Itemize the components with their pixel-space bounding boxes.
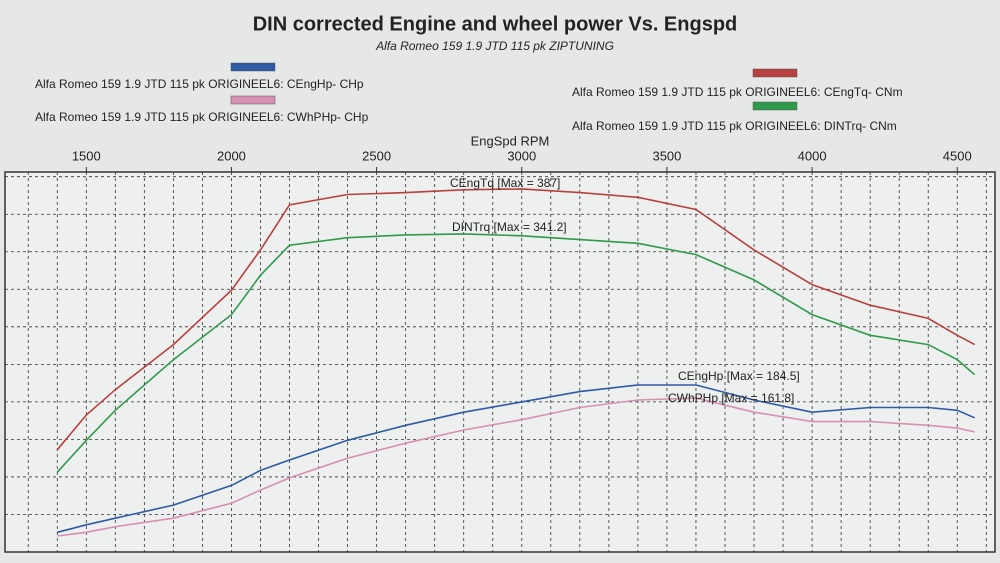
- x-tick-label: 3500: [652, 148, 681, 163]
- annotation: CWhPHp [Max = 161.8]: [668, 391, 794, 405]
- legend-label: Alfa Romeo 159 1.9 JTD 115 pk ORIGINEEL6…: [572, 85, 903, 99]
- x-axis-label: EngSpd RPM: [471, 133, 550, 148]
- legend-label: Alfa Romeo 159 1.9 JTD 115 pk ORIGINEEL6…: [35, 110, 369, 124]
- legend-swatch: [752, 101, 798, 111]
- x-tick-label: 4500: [943, 148, 972, 163]
- series-line: [56, 188, 976, 451]
- annotation: DINTrq [Max = 341.2]: [452, 220, 567, 234]
- x-tick-label: 1500: [72, 148, 101, 163]
- x-tick-label: 2000: [217, 148, 246, 163]
- legend-swatch: [230, 62, 276, 72]
- series-line: [56, 233, 976, 473]
- x-tick-label: 3000: [507, 148, 536, 163]
- legend-swatch: [752, 68, 798, 78]
- chart-subtitle: Alfa Romeo 159 1.9 JTD 115 pk ZIPTUNING: [375, 39, 614, 53]
- series-line: [57, 397, 975, 537]
- legend-label: Alfa Romeo 159 1.9 JTD 115 pk ORIGINEEL6…: [572, 119, 897, 133]
- x-tick-label: 4000: [798, 148, 827, 163]
- legend-label: Alfa Romeo 159 1.9 JTD 115 pk ORIGINEEL6…: [35, 77, 364, 91]
- annotation: CEngHp [Max = 184.5]: [678, 369, 800, 383]
- chart-title: DIN corrected Engine and wheel power Vs.…: [253, 13, 738, 35]
- x-tick-label: 2500: [362, 148, 391, 163]
- legend-swatch: [230, 95, 276, 105]
- annotation: CEngTq [Max = 387]: [450, 176, 560, 190]
- series-line: [57, 384, 976, 534]
